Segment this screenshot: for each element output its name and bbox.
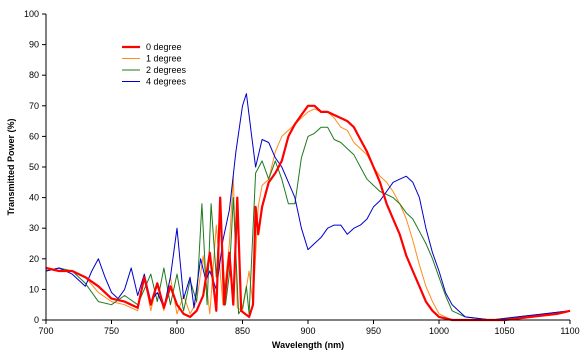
legend-label: 4 degrees [146,77,187,87]
x-tick-label: 950 [366,326,381,336]
x-axis-title: Wavelength (nm) [272,340,344,350]
x-tick-label: 850 [235,326,250,336]
series-line-2-degrees [45,126,571,321]
x-tick-label: 1100 [560,326,579,336]
series-line-0-degree [45,104,571,322]
series-line-4-degrees [45,93,571,321]
y-tick-label: 20 [29,254,39,264]
y-tick-label: 100 [24,9,39,19]
x-tick-label: 900 [300,326,315,336]
y-axis-ticks: 0 10 20 30 40 50 60 70 80 90 100 [24,9,46,325]
legend-label: 0 degree [146,42,182,52]
y-tick-label: 90 [29,40,39,50]
series-layer [45,93,571,322]
y-tick-label: 0 [34,315,39,325]
y-tick-label: 40 [29,193,39,203]
legend-label: 2 degrees [146,65,187,75]
y-tick-label: 80 [29,70,39,80]
x-tick-label: 750 [104,326,119,336]
y-tick-label: 30 [29,223,39,233]
x-axis-ticks: 700 750 800 850 900 950 1000 1050 1100 [38,320,580,336]
x-tick-label: 1050 [494,326,514,336]
x-tick-label: 800 [169,326,184,336]
x-tick-label: 700 [38,326,53,336]
x-tick-label: 1000 [429,326,449,336]
y-tick-label: 10 [29,284,39,294]
legend-label: 1 degree [146,54,182,64]
y-tick-label: 50 [29,162,39,172]
y-axis-title: Transmitted Power (%) [6,118,16,215]
y-tick-label: 60 [29,131,39,141]
y-tick-label: 70 [29,101,39,111]
